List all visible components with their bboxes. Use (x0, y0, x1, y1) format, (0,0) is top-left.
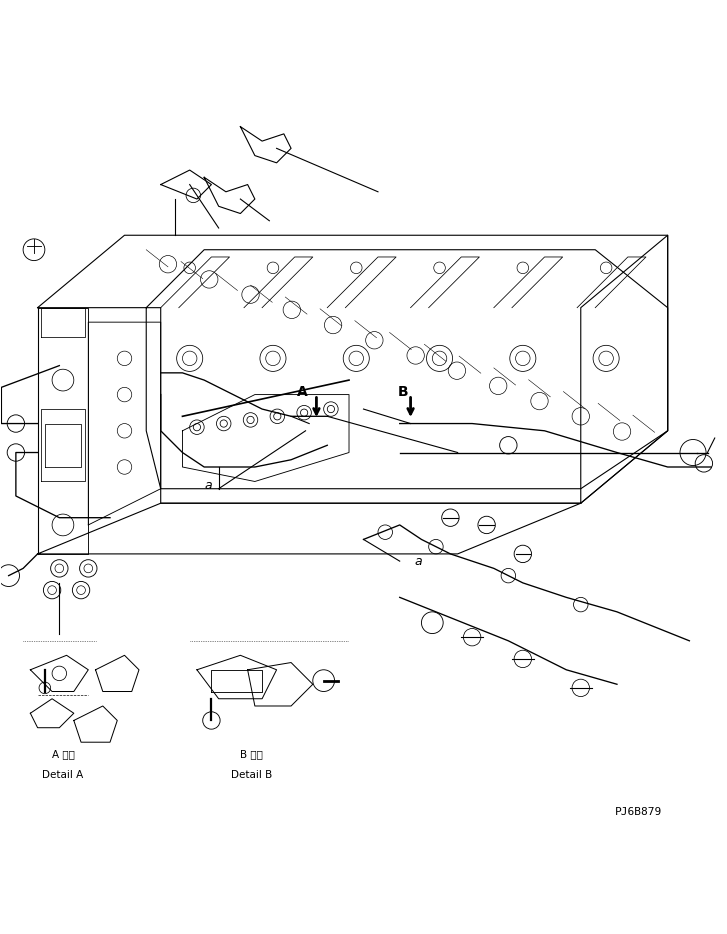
Text: B: B (398, 386, 409, 400)
Text: Detail B: Detail B (230, 771, 272, 781)
Text: PJ6B879: PJ6B879 (615, 807, 662, 816)
Text: Detail A: Detail A (42, 771, 84, 781)
Text: a: a (414, 555, 422, 568)
Text: A 詳細: A 詳細 (52, 749, 74, 758)
Text: B 詳細: B 詳細 (240, 749, 262, 758)
Text: A: A (297, 386, 308, 400)
Text: a: a (204, 479, 212, 491)
